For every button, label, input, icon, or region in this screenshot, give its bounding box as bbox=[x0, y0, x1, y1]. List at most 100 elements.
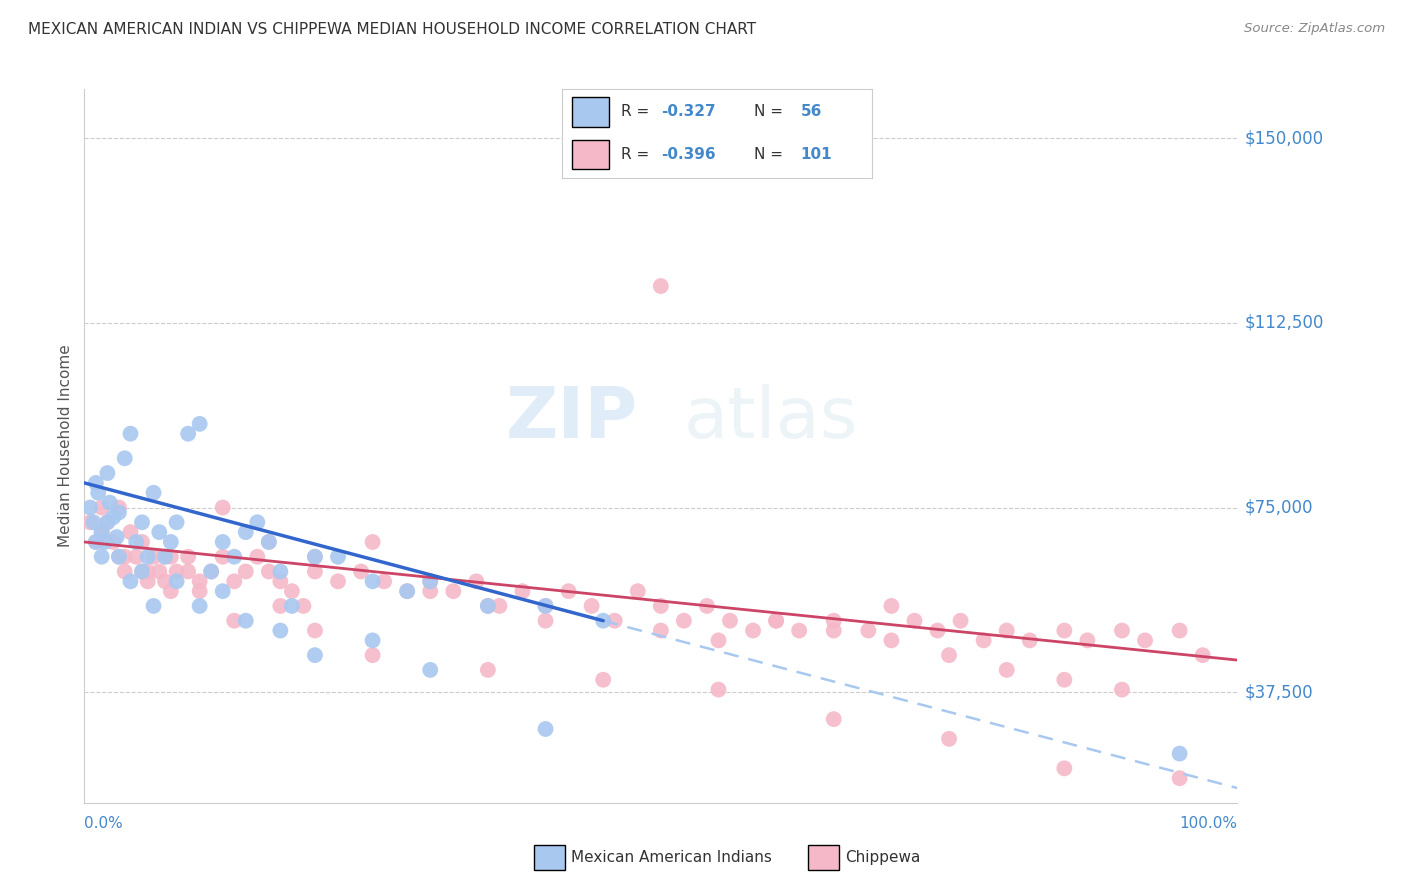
Point bbox=[153, 574, 176, 589]
Point bbox=[350, 565, 373, 579]
Point bbox=[880, 633, 903, 648]
Point bbox=[114, 565, 136, 579]
Text: Mexican American Indians: Mexican American Indians bbox=[571, 850, 772, 864]
Point bbox=[108, 549, 131, 564]
Point bbox=[160, 584, 183, 599]
Point bbox=[79, 516, 101, 530]
Point bbox=[188, 584, 211, 599]
Point bbox=[292, 599, 315, 613]
Point bbox=[224, 574, 246, 589]
Point bbox=[765, 614, 787, 628]
FancyBboxPatch shape bbox=[572, 140, 609, 169]
Point bbox=[166, 565, 188, 579]
Point bbox=[742, 624, 765, 638]
Point bbox=[90, 549, 112, 564]
Point bbox=[160, 549, 183, 564]
Point bbox=[177, 549, 200, 564]
Point bbox=[1168, 771, 1191, 785]
Point bbox=[108, 500, 131, 515]
Point bbox=[246, 549, 269, 564]
Point bbox=[603, 614, 626, 628]
Y-axis label: Median Household Income: Median Household Income bbox=[58, 344, 73, 548]
Point bbox=[211, 584, 233, 599]
Point bbox=[373, 574, 395, 589]
Point bbox=[90, 500, 112, 515]
Point bbox=[142, 485, 165, 500]
Point bbox=[160, 535, 183, 549]
Point bbox=[235, 525, 257, 540]
Point bbox=[105, 530, 128, 544]
Point bbox=[166, 516, 188, 530]
Point bbox=[142, 599, 165, 613]
Point bbox=[396, 584, 419, 599]
Point bbox=[1018, 633, 1040, 648]
Point bbox=[103, 510, 124, 524]
Point bbox=[1053, 761, 1076, 775]
Point bbox=[120, 426, 142, 441]
Point bbox=[1191, 648, 1213, 662]
Point bbox=[361, 633, 384, 648]
Point bbox=[477, 599, 499, 613]
Text: 100.0%: 100.0% bbox=[1180, 816, 1237, 831]
Point bbox=[235, 614, 257, 628]
Point bbox=[304, 549, 326, 564]
Point bbox=[281, 584, 304, 599]
Point bbox=[823, 712, 845, 726]
Point bbox=[534, 722, 557, 736]
Point bbox=[108, 549, 131, 564]
Point bbox=[534, 599, 557, 613]
Point bbox=[1111, 624, 1133, 638]
Point bbox=[718, 614, 741, 628]
Point bbox=[419, 584, 441, 599]
Point bbox=[281, 599, 304, 613]
Point bbox=[488, 599, 510, 613]
Point bbox=[787, 624, 810, 638]
Text: 101: 101 bbox=[800, 147, 832, 161]
Text: 56: 56 bbox=[800, 104, 823, 119]
Point bbox=[235, 565, 257, 579]
Point bbox=[823, 614, 845, 628]
Point bbox=[823, 624, 845, 638]
Point bbox=[419, 574, 441, 589]
Point bbox=[512, 584, 534, 599]
Point bbox=[114, 549, 136, 564]
Point bbox=[1133, 633, 1156, 648]
Point bbox=[419, 574, 441, 589]
Point bbox=[246, 516, 269, 530]
Point bbox=[707, 682, 730, 697]
Point bbox=[108, 505, 131, 519]
Point bbox=[131, 535, 153, 549]
Point bbox=[211, 535, 233, 549]
Point bbox=[188, 417, 211, 431]
Point bbox=[90, 525, 112, 540]
Point bbox=[79, 500, 101, 515]
Text: -0.396: -0.396 bbox=[661, 147, 716, 161]
Text: $112,500: $112,500 bbox=[1244, 314, 1323, 332]
Point bbox=[120, 525, 142, 540]
Point bbox=[672, 614, 695, 628]
Point bbox=[304, 565, 326, 579]
Text: N =: N = bbox=[754, 104, 787, 119]
Point bbox=[120, 574, 142, 589]
Point bbox=[177, 426, 200, 441]
Point bbox=[125, 535, 148, 549]
Point bbox=[304, 648, 326, 662]
Point bbox=[534, 599, 557, 613]
Text: Chippewa: Chippewa bbox=[845, 850, 921, 864]
Point bbox=[995, 663, 1018, 677]
Point bbox=[1168, 624, 1191, 638]
Point bbox=[224, 614, 246, 628]
Point bbox=[148, 565, 170, 579]
Point bbox=[84, 535, 107, 549]
Point bbox=[557, 584, 579, 599]
Point bbox=[98, 495, 121, 509]
Point bbox=[224, 549, 246, 564]
Point bbox=[419, 663, 441, 677]
Point bbox=[87, 485, 110, 500]
Text: $75,000: $75,000 bbox=[1244, 499, 1313, 516]
Point bbox=[1111, 682, 1133, 697]
Point bbox=[696, 599, 718, 613]
Point bbox=[1053, 624, 1076, 638]
Point bbox=[477, 663, 499, 677]
Text: N =: N = bbox=[754, 147, 787, 161]
